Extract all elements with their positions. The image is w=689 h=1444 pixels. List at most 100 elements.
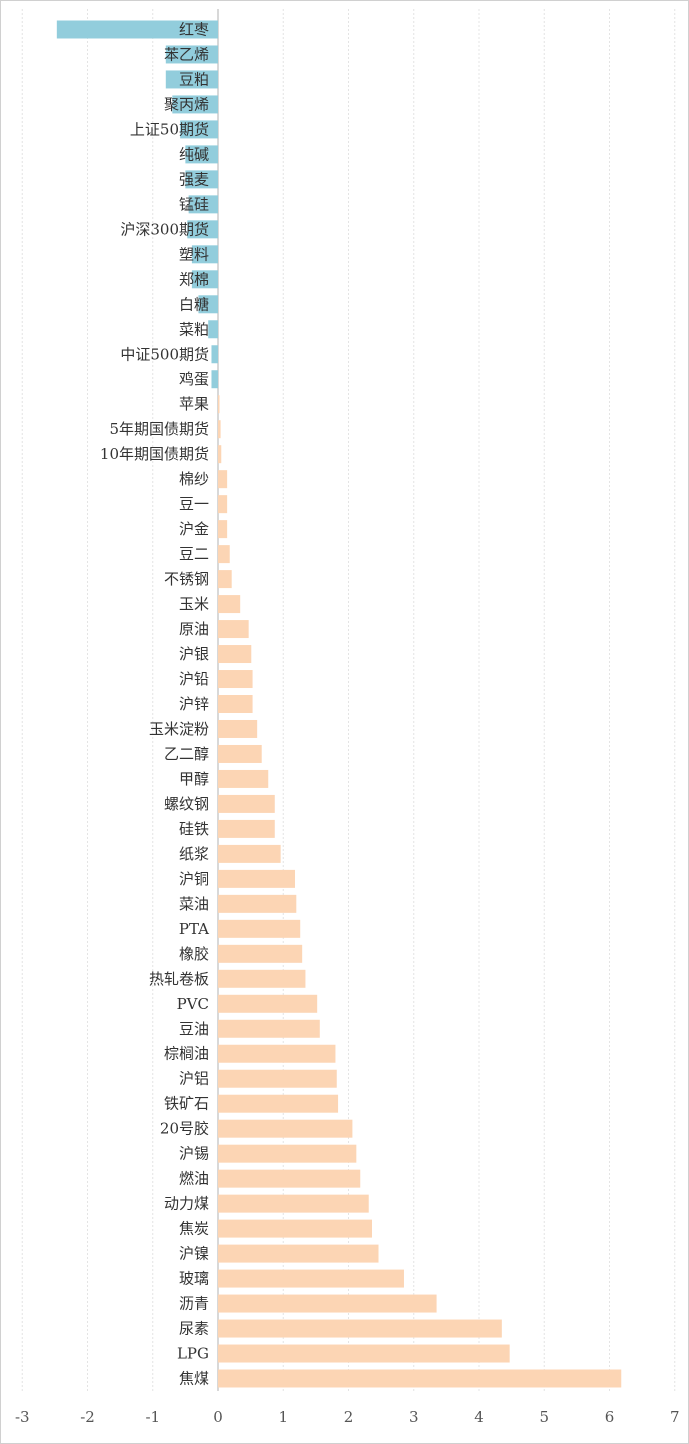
bar bbox=[218, 670, 253, 689]
category-label: 铁矿石 bbox=[164, 1095, 209, 1113]
category-label: 沪镍 bbox=[179, 1245, 209, 1263]
bar bbox=[165, 70, 218, 89]
bar bbox=[218, 445, 222, 464]
x-tick-label: 1 bbox=[278, 1408, 288, 1426]
bar bbox=[218, 794, 275, 813]
category-label: 塑料 bbox=[179, 245, 209, 263]
bar bbox=[218, 1319, 502, 1338]
category-label: 玻璃 bbox=[179, 1270, 209, 1288]
category-label: 硅铁 bbox=[179, 820, 209, 838]
bar bbox=[198, 295, 218, 314]
category-label: 苯乙烯 bbox=[164, 45, 209, 63]
category-label: 乙二醇 bbox=[164, 745, 209, 763]
category-label: 20号胶 bbox=[160, 1120, 209, 1138]
x-tick-label: -3 bbox=[15, 1408, 30, 1426]
category-label: 动力煤 bbox=[164, 1195, 209, 1213]
category-label: 菜油 bbox=[179, 895, 209, 913]
category-label: 豆二 bbox=[179, 545, 209, 563]
bar bbox=[218, 944, 303, 963]
bar bbox=[218, 695, 253, 713]
bar bbox=[218, 595, 241, 614]
category-label: 苹果 bbox=[179, 395, 209, 413]
bar bbox=[211, 370, 218, 389]
category-label: 纯碱 bbox=[179, 145, 209, 163]
category-label: 沪锌 bbox=[179, 695, 209, 713]
category-label: LPG bbox=[177, 1345, 209, 1363]
bar bbox=[218, 769, 269, 788]
x-tick-label: 0 bbox=[213, 1408, 223, 1426]
category-label: 10年期国债期货 bbox=[100, 445, 209, 463]
bar bbox=[191, 270, 218, 289]
category-label: 中证500期货 bbox=[120, 345, 209, 363]
category-label: 上证50期货 bbox=[130, 120, 209, 138]
category-label: 聚丙烯 bbox=[164, 95, 209, 113]
category-label: 沥青 bbox=[179, 1295, 209, 1313]
bar bbox=[218, 495, 228, 514]
category-label: 螺纹钢 bbox=[164, 795, 209, 813]
category-label: 纸浆 bbox=[179, 845, 209, 863]
bar bbox=[218, 1169, 361, 1188]
category-label: 沪银 bbox=[179, 645, 209, 663]
bar bbox=[218, 719, 258, 738]
bar bbox=[218, 1144, 357, 1163]
category-label: 燃油 bbox=[179, 1170, 209, 1188]
category-label: 郑棉 bbox=[179, 270, 209, 288]
category-label: 鸡蛋 bbox=[179, 370, 209, 388]
bar bbox=[218, 1069, 337, 1088]
category-label: 棕榈油 bbox=[164, 1045, 209, 1063]
category-label: 玉米淀粉 bbox=[149, 720, 209, 738]
bar bbox=[218, 919, 301, 938]
bar bbox=[218, 1294, 437, 1313]
category-label: 不锈钢 bbox=[164, 570, 209, 588]
category-label: 甲醇 bbox=[179, 770, 209, 788]
bar bbox=[185, 170, 218, 189]
x-tick-label: 4 bbox=[474, 1408, 484, 1426]
category-label: 沪金 bbox=[179, 520, 209, 538]
x-tick-label: 3 bbox=[409, 1408, 419, 1426]
bar bbox=[218, 470, 228, 489]
category-label: 焦炭 bbox=[179, 1220, 209, 1238]
bar bbox=[211, 345, 218, 364]
bar bbox=[165, 45, 218, 64]
bar bbox=[191, 245, 218, 264]
bar bbox=[218, 395, 220, 414]
x-tick-label: 5 bbox=[539, 1408, 549, 1426]
category-label: PTA bbox=[179, 920, 209, 938]
category-labels: 红枣苯乙烯豆粕聚丙烯上证50期货纯碱强麦锰硅沪深300期货塑料郑棉白糖菜粕中证5… bbox=[100, 20, 209, 1387]
bar bbox=[218, 1194, 369, 1213]
category-label: PVC bbox=[177, 995, 209, 1013]
category-label: 沪锡 bbox=[179, 1145, 209, 1163]
bars bbox=[56, 20, 622, 1388]
x-tick-label: -2 bbox=[80, 1408, 95, 1426]
bar bbox=[218, 420, 221, 439]
category-label: 沪铝 bbox=[179, 1070, 209, 1088]
category-label: 橡胶 bbox=[179, 945, 209, 963]
bar bbox=[187, 220, 218, 239]
bar bbox=[218, 1369, 622, 1388]
category-label: 5年期国债期货 bbox=[109, 420, 209, 438]
bar bbox=[208, 320, 218, 339]
bar bbox=[218, 1344, 510, 1363]
bar bbox=[218, 1244, 379, 1263]
category-label: 焦煤 bbox=[179, 1370, 209, 1388]
bar bbox=[218, 869, 295, 888]
bar bbox=[218, 1219, 372, 1238]
bar bbox=[218, 1119, 353, 1138]
category-label: 豆油 bbox=[179, 1020, 209, 1038]
bar bbox=[218, 570, 232, 589]
category-label: 豆一 bbox=[179, 495, 209, 513]
x-tick-label: 2 bbox=[344, 1408, 354, 1426]
x-tick-label: 6 bbox=[605, 1408, 615, 1426]
category-label: 沪铜 bbox=[179, 870, 209, 888]
category-label: 热轧卷板 bbox=[149, 970, 209, 988]
bar bbox=[218, 994, 318, 1013]
bar bbox=[172, 95, 218, 114]
bar bbox=[185, 145, 218, 164]
category-label: 玉米 bbox=[179, 595, 209, 613]
bar bbox=[218, 520, 228, 539]
bar bbox=[218, 1019, 320, 1038]
category-label: 尿素 bbox=[179, 1320, 209, 1338]
bar bbox=[218, 969, 306, 988]
bar bbox=[218, 819, 275, 838]
